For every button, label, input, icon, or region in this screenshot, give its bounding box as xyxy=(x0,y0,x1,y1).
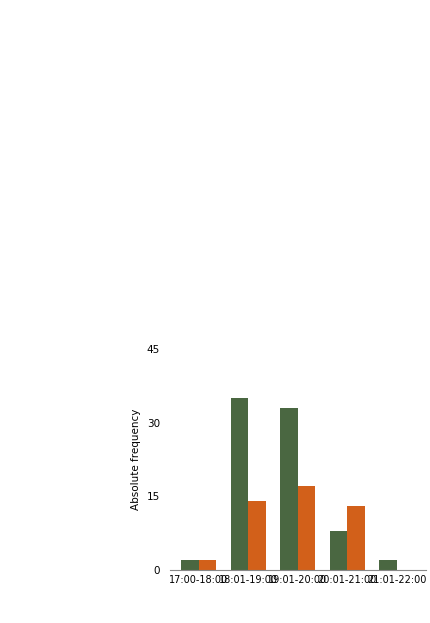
Bar xyxy=(199,560,216,570)
Bar xyxy=(379,560,397,570)
Bar xyxy=(231,398,248,570)
Y-axis label: Absolute frequency: Absolute frequency xyxy=(131,409,141,510)
Bar xyxy=(330,531,347,570)
Bar xyxy=(181,560,199,570)
Bar xyxy=(347,506,365,570)
Bar xyxy=(248,502,266,570)
Legend: $\it{H.\ mabouia}$, $\it{P.\ pollicaris}$: $\it{H.\ mabouia}$, $\it{P.\ pollicaris}… xyxy=(212,619,384,623)
Bar xyxy=(298,487,315,570)
Bar xyxy=(280,408,298,570)
